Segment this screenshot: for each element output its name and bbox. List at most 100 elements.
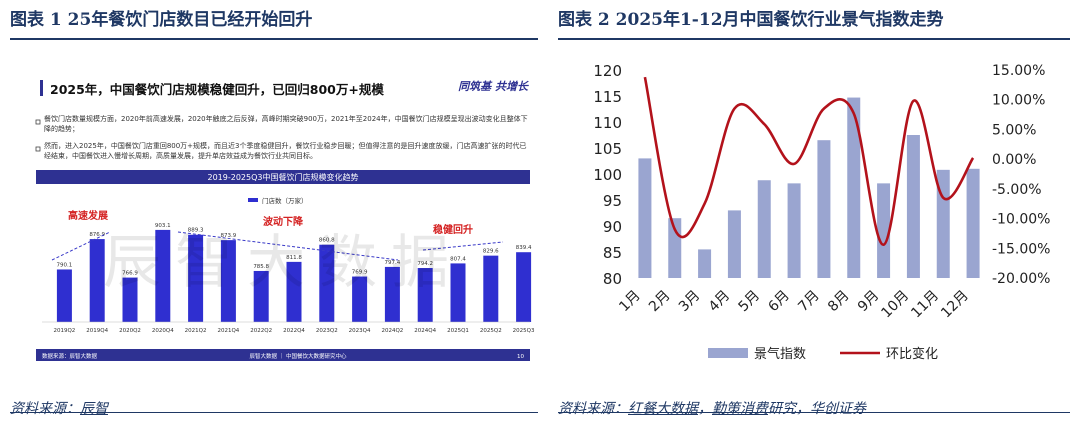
store-bar-value: 785.8 [253, 264, 269, 270]
slide-watermark: 辰智大数据 [103, 228, 463, 296]
store-bar-category: 2024Q4 [414, 328, 436, 334]
trend-arrow-down [177, 231, 399, 261]
right-axis-ticks: -20.00% -15.00% -10.00% -5.00% 0.00% 5.00% 10.… [992, 63, 1050, 287]
index-bar [638, 158, 652, 278]
store-bar-value: 766.9 [122, 271, 138, 277]
store-bar-value: 769.9 [352, 270, 368, 276]
left-source-prefix: 资料来源： [10, 401, 80, 417]
store-bar-category: 2021Q4 [217, 328, 239, 334]
right-axis-tick: -5.00% [992, 182, 1042, 198]
store-bar [384, 266, 400, 322]
store-bar-category: 2025Q1 [447, 328, 469, 334]
store-bar [450, 263, 466, 322]
store-bar-value: 889.3 [188, 228, 204, 234]
store-bar-category: 2022Q4 [283, 328, 305, 334]
index-bar [757, 180, 771, 278]
store-bar-category: 2019Q2 [53, 328, 75, 334]
left-axis-tick: 115 [593, 88, 622, 106]
right-axis-tick: 10.00% [992, 93, 1045, 109]
left-figure-caption: 图表 1 25年餐饮门店数目已经开始回升 [10, 10, 313, 30]
left-caption-rule [10, 38, 538, 40]
slide-bullet-1: 餐饮门店数量规模方面，2020年前高速发展，2020年触底之后反弹，高峰时期突破… [44, 115, 528, 133]
x-axis-label: 4月 [706, 288, 734, 316]
left-source: 资料来源：辰智 [10, 398, 108, 418]
trend-arrow-up-2 [422, 241, 504, 251]
slide-footer-page: 10 [517, 354, 524, 360]
store-bar-value: 797.4 [385, 260, 401, 266]
store-bar [417, 268, 433, 322]
right-axis-tick: 0.00% [992, 152, 1036, 168]
x-axis-label: 2月 [646, 288, 674, 316]
x-axis-label: 6月 [765, 288, 793, 316]
x-axis-label: 5月 [736, 288, 764, 316]
left-source-rule [10, 412, 538, 413]
slide-footer-source: 数据来源：辰智大数据 [42, 352, 98, 360]
left-axis-tick: 85 [603, 244, 622, 262]
left-axis-tick: 105 [593, 140, 622, 158]
store-bar-category: 2025Q2 [480, 328, 502, 334]
store-bar [220, 240, 236, 322]
x-axis-label: 8月 [825, 288, 853, 316]
legend-bar-label: 景气指数 [754, 346, 806, 362]
index-bars-group [638, 97, 980, 278]
left-axis-tick: 120 [593, 62, 622, 80]
right-caption-rule [558, 38, 1070, 40]
x-axis-label: 7月 [795, 288, 823, 316]
store-bar-category: 2020Q2 [119, 328, 141, 334]
right-source-rest: 研究，华创证券 [768, 401, 866, 417]
slide-bullet-2: 然而，进入2025年，中国餐饮门店重回800万+规模，而且近3个季度稳健回升，餐… [44, 142, 527, 160]
index-bar [966, 168, 980, 278]
right-axis-tick: -15.00% [992, 241, 1050, 257]
right-source-link-2[interactable]: 勤策消费 [712, 401, 768, 417]
right-axis-tick: 5.00% [992, 122, 1036, 138]
trend-arrow-up [51, 231, 111, 261]
store-bar-category: 2023Q2 [316, 328, 338, 334]
right-axis-tick: -10.00% [992, 212, 1050, 228]
left-axis-tick: 90 [603, 218, 622, 236]
store-bar [155, 229, 171, 322]
store-bar [483, 255, 499, 322]
store-bar [56, 269, 72, 322]
x-axis-label: 3月 [676, 288, 704, 316]
store-bar [188, 234, 204, 322]
right-source-prefix: 资料来源： [558, 401, 628, 417]
slide-title: 2025年，中国餐饮门店规模稳健回升，已回归800万+规模 [50, 82, 384, 97]
store-bar-category: 2021Q2 [185, 328, 207, 334]
annotation-steady-recovery: 稳健回升 [433, 223, 473, 236]
left-source-link[interactable]: 辰智 [80, 401, 108, 417]
store-bar [253, 270, 269, 322]
mom-change-line [643, 76, 975, 247]
x-axis-label: 10月 [878, 288, 912, 322]
store-bars-group: 790.1 2019Q2 876.9 2019Q4 766.9 2020Q2 903.1 20… [42, 223, 535, 334]
left-axis-tick: 80 [603, 270, 622, 288]
right-source: 资料来源：红餐大数据，勤策消费研究，华创证券 [558, 398, 866, 418]
x-axis-label: 1月 [616, 288, 644, 316]
store-bar-category: 2025Q3 [513, 328, 535, 334]
right-axis-tick: -20.00% [992, 271, 1050, 287]
store-bar-category: 2020Q4 [152, 328, 174, 334]
store-bar-category: 2022Q2 [250, 328, 272, 334]
legend-line-label: 环比变化 [886, 346, 938, 362]
store-bar-value: 876.9 [89, 232, 105, 238]
x-axis-label: 11月 [908, 288, 942, 322]
x-axis-label: 12月 [938, 288, 972, 322]
right-source-rule [558, 412, 1070, 413]
store-bar [122, 277, 138, 322]
store-bar-value: 829.6 [483, 249, 499, 255]
store-bar-value: 873.9 [221, 233, 237, 239]
store-count-slide: 2025年，中国餐饮门店规模稳健回升，已回归800万+规模 同筑基 共增长 餐饮… [28, 52, 538, 382]
slide-legend-label: 门店数（万家） [262, 196, 308, 205]
legend-bar-swatch [708, 348, 748, 358]
store-bar-value: 807.4 [450, 256, 466, 262]
store-bar-value: 839.4 [516, 245, 532, 251]
index-bar [698, 249, 712, 278]
index-bar [936, 169, 950, 278]
store-bar [89, 239, 105, 322]
index-bar [727, 210, 741, 278]
index-bar [817, 140, 831, 278]
right-axis-tick: 15.00% [992, 63, 1045, 79]
annotation-fast-growth: 高速发展 [68, 209, 108, 222]
slide-logo: 同筑基 共增长 [458, 80, 529, 93]
right-source-link-1[interactable]: 红餐大数据 [628, 401, 698, 417]
